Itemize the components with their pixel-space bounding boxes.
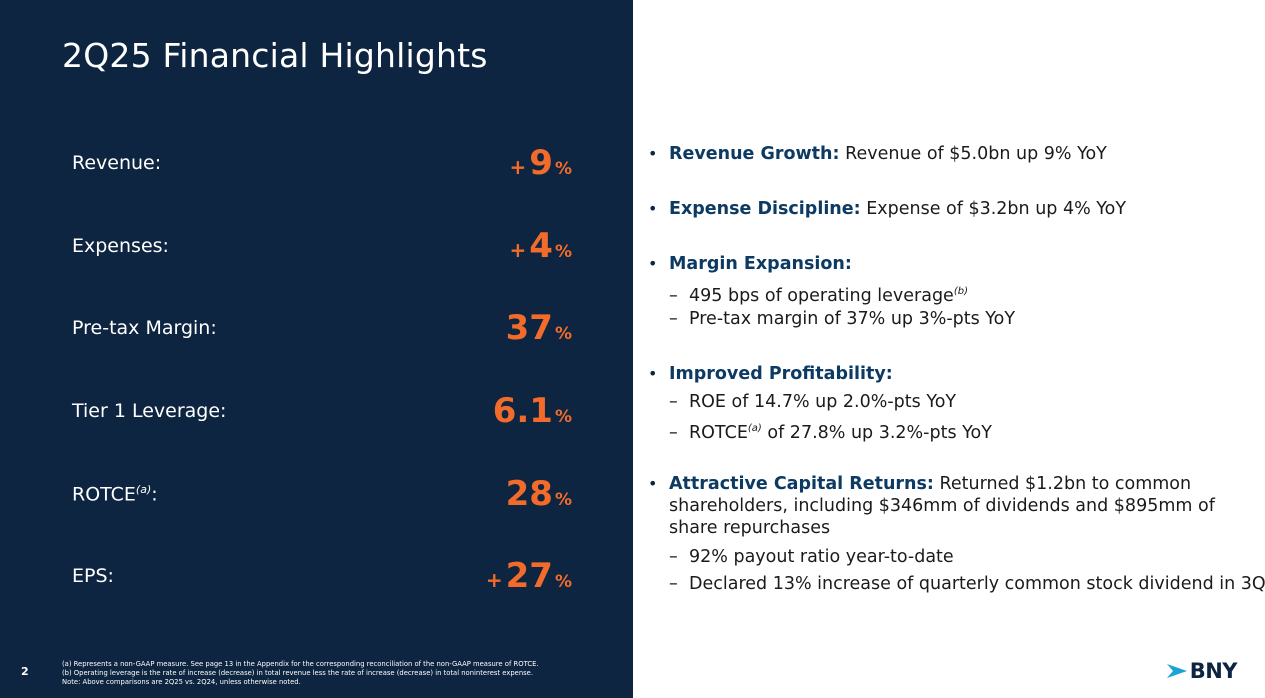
- metric-label: ROTCE(a):: [72, 483, 158, 505]
- highlight-text: Revenue Growth: Revenue of $5.0bn up 9% …: [669, 143, 1258, 165]
- metric-label: Expenses:: [72, 235, 169, 257]
- bny-logo: BNY: [1166, 659, 1238, 683]
- bullet-icon: •: [648, 254, 658, 273]
- metric-label: EPS:: [72, 565, 114, 587]
- sub-bullet: –92% payout ratio year-to-date: [669, 546, 954, 568]
- metric-value: 6.1%: [490, 394, 572, 428]
- logo-text: BNY: [1189, 659, 1238, 683]
- metric-label: Tier 1 Leverage:: [72, 400, 227, 422]
- metric-revenue: Revenue: +9%: [72, 140, 572, 180]
- metric-unit: %: [554, 324, 572, 344]
- sub-bullet-text: Declared 13% increase of quarterly commo…: [689, 574, 1265, 594]
- highlight-body: Returned $1.2bn to common shareholders, …: [669, 474, 1215, 538]
- sub-bullet: – ROE of 14.7% up 2.0%-pts YoY: [669, 391, 956, 413]
- metric-number: 9: [529, 143, 553, 183]
- metric-eps: EPS: +27%: [72, 553, 572, 593]
- metric-value: +9%: [510, 146, 572, 180]
- metric-value: 28%: [503, 477, 572, 511]
- page-title: 2Q25 Financial Highlights: [62, 36, 488, 75]
- highlight-heading: Improved Profitability:: [669, 364, 893, 384]
- sub-bullet-text: Pre-tax margin of 37% up 3%-pts YoY: [689, 309, 1016, 329]
- metric-number: 4: [529, 226, 553, 266]
- metric-value: +27%: [486, 559, 572, 593]
- metric-label: Revenue:: [72, 152, 162, 174]
- dash-icon: –: [669, 422, 678, 443]
- bullet-icon: •: [648, 199, 658, 218]
- metric-label-text: ROTCE: [72, 483, 136, 505]
- metric-sign: +: [509, 155, 527, 179]
- metric-sign: +: [509, 238, 527, 262]
- footnote-b: (b) Operating leverage is the rate of in…: [62, 669, 534, 677]
- metric-tier1-leverage: Tier 1 Leverage: 6.1%: [72, 388, 572, 428]
- metric-value: +4%: [510, 229, 572, 263]
- highlight-heading: Expense Discipline:: [669, 199, 861, 219]
- dash-icon: –: [669, 547, 678, 567]
- sub-bullet-text: ROE of 14.7% up 2.0%-pts YoY: [689, 392, 957, 412]
- metric-unit: %: [554, 159, 572, 179]
- left-panel: 2Q25 Financial Highlights Revenue: +9% E…: [0, 0, 633, 698]
- highlight-heading: Attractive Capital Returns:: [669, 474, 934, 494]
- metric-label: Pre-tax Margin:: [72, 317, 217, 339]
- sub-bullet-text-after: of 27.8% up 3.2%-pts YoY: [761, 422, 992, 443]
- bullet-icon: •: [648, 364, 658, 383]
- dash-icon: –: [669, 574, 678, 594]
- metric-number: 28: [505, 474, 553, 514]
- metric-expenses: Expenses: +4%: [72, 223, 572, 263]
- metric-unit: %: [554, 490, 572, 510]
- dash-icon: –: [669, 285, 678, 306]
- footnote-marker: (a): [135, 482, 152, 496]
- dash-icon: –: [669, 309, 678, 329]
- metric-label-suffix: :: [151, 483, 158, 505]
- chevron-arrow-icon: [1166, 664, 1187, 678]
- sub-bullet-text: 495 bps of operating leverage: [689, 285, 954, 306]
- metric-pretax-margin: Pre-tax Margin: 37%: [72, 305, 572, 345]
- highlight-body: Expense of $3.2bn up 4% YoY: [860, 199, 1127, 219]
- footnote-a: (a) Represents a non-GAAP measure. See p…: [62, 660, 539, 668]
- highlight-text: Expense Discipline: Expense of $3.2bn up…: [669, 198, 1258, 220]
- metric-sign: +: [485, 568, 503, 592]
- sub-bullet-text: ROTCE: [689, 422, 748, 443]
- metric-unit: %: [554, 572, 572, 592]
- highlight-body: Revenue of $5.0bn up 9% YoY: [839, 144, 1107, 164]
- metric-number: 6.1: [492, 391, 553, 431]
- highlight-heading: Revenue Growth:: [669, 144, 840, 164]
- sub-bullet: – Pre-tax margin of 37% up 3%-pts YoY: [669, 308, 1015, 330]
- page-number: 2: [21, 665, 29, 678]
- highlight-text: Improved Profitability:: [669, 363, 1258, 385]
- metric-number: 37: [505, 308, 553, 348]
- sub-bullet: – ROTCE(a) of 27.8% up 3.2%-pts YoY: [669, 418, 992, 444]
- metric-number: 27: [505, 556, 553, 596]
- metric-rotce: ROTCE(a): 28%: [72, 471, 572, 511]
- bullet-icon: •: [648, 144, 658, 163]
- metric-value: 37%: [503, 311, 572, 345]
- sub-bullet: – Declared 13% increase of quarterly comm…: [669, 573, 1265, 595]
- footnote-marker: (b): [953, 286, 968, 297]
- bullet-icon: •: [648, 474, 658, 493]
- metric-unit: %: [554, 407, 572, 427]
- dash-icon: –: [669, 392, 678, 412]
- highlight-heading: Margin Expansion:: [669, 254, 852, 274]
- footnote-note: Note: Above comparisons are 2Q25 vs. 2Q2…: [62, 678, 301, 686]
- metric-unit: %: [554, 242, 572, 262]
- highlight-text: Attractive Capital Returns: Returned $1.…: [669, 473, 1258, 539]
- highlight-text: Margin Expansion:: [669, 253, 1258, 275]
- footnotes: (a) Represents a non-GAAP measure. See p…: [62, 660, 539, 687]
- sub-bullet: –495 bps of operating leverage(b): [669, 281, 968, 307]
- sub-bullet-text: 92% payout ratio year-to-date: [689, 547, 954, 567]
- footnote-marker: (a): [747, 423, 762, 434]
